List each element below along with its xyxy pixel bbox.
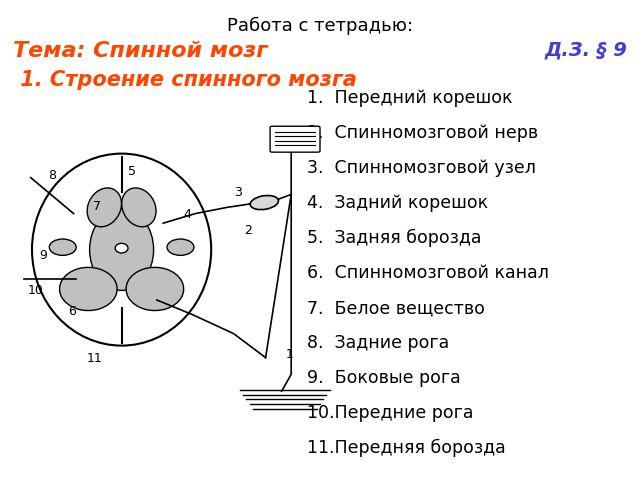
Text: 6: 6 — [68, 304, 76, 318]
Text: 10.Передние рога: 10.Передние рога — [307, 404, 474, 422]
Ellipse shape — [167, 239, 194, 255]
Text: 10: 10 — [28, 284, 43, 297]
Ellipse shape — [90, 209, 154, 290]
Text: 8: 8 — [49, 168, 56, 182]
Ellipse shape — [60, 267, 117, 311]
Text: 1.  Передний корешок: 1. Передний корешок — [307, 89, 513, 107]
Ellipse shape — [32, 154, 211, 346]
Text: 5: 5 — [129, 165, 136, 178]
Text: 11: 11 — [87, 352, 102, 365]
Text: Д.З. § 9: Д.З. § 9 — [545, 41, 627, 60]
Text: 9: 9 — [40, 249, 47, 262]
Ellipse shape — [122, 188, 156, 227]
FancyBboxPatch shape — [270, 126, 320, 152]
Text: 4: 4 — [184, 208, 191, 221]
Text: Тема: Спинной мозг: Тема: Спинной мозг — [13, 41, 268, 61]
Text: 4.  Задний корешок: 4. Задний корешок — [307, 194, 488, 212]
Ellipse shape — [250, 195, 278, 210]
Text: 9.  Боковые рога: 9. Боковые рога — [307, 369, 461, 387]
Text: 7.  Белое вещество: 7. Белое вещество — [307, 299, 485, 317]
Text: Работа с тетрадью:: Работа с тетрадью: — [227, 17, 413, 35]
Text: 2: 2 — [244, 224, 252, 237]
Text: 3.  Спинномозговой узел: 3. Спинномозговой узел — [307, 159, 536, 177]
Text: 7: 7 — [93, 200, 101, 213]
Text: 1: 1 — [285, 348, 293, 361]
Ellipse shape — [115, 243, 128, 253]
Ellipse shape — [49, 239, 76, 255]
Ellipse shape — [87, 188, 122, 227]
Text: 8.  Задние рога: 8. Задние рога — [307, 334, 449, 352]
Text: 3: 3 — [234, 186, 242, 200]
Text: 1. Строение спинного мозга: 1. Строение спинного мозга — [13, 70, 356, 90]
Ellipse shape — [126, 267, 184, 311]
Text: 6.  Спинномозговой канал: 6. Спинномозговой канал — [307, 264, 549, 282]
Text: 2.  Спинномозговой нерв: 2. Спинномозговой нерв — [307, 124, 538, 142]
Text: 11.Передняя борозда: 11.Передняя борозда — [307, 439, 506, 457]
Text: 5.  Задняя борозда: 5. Задняя борозда — [307, 229, 482, 247]
